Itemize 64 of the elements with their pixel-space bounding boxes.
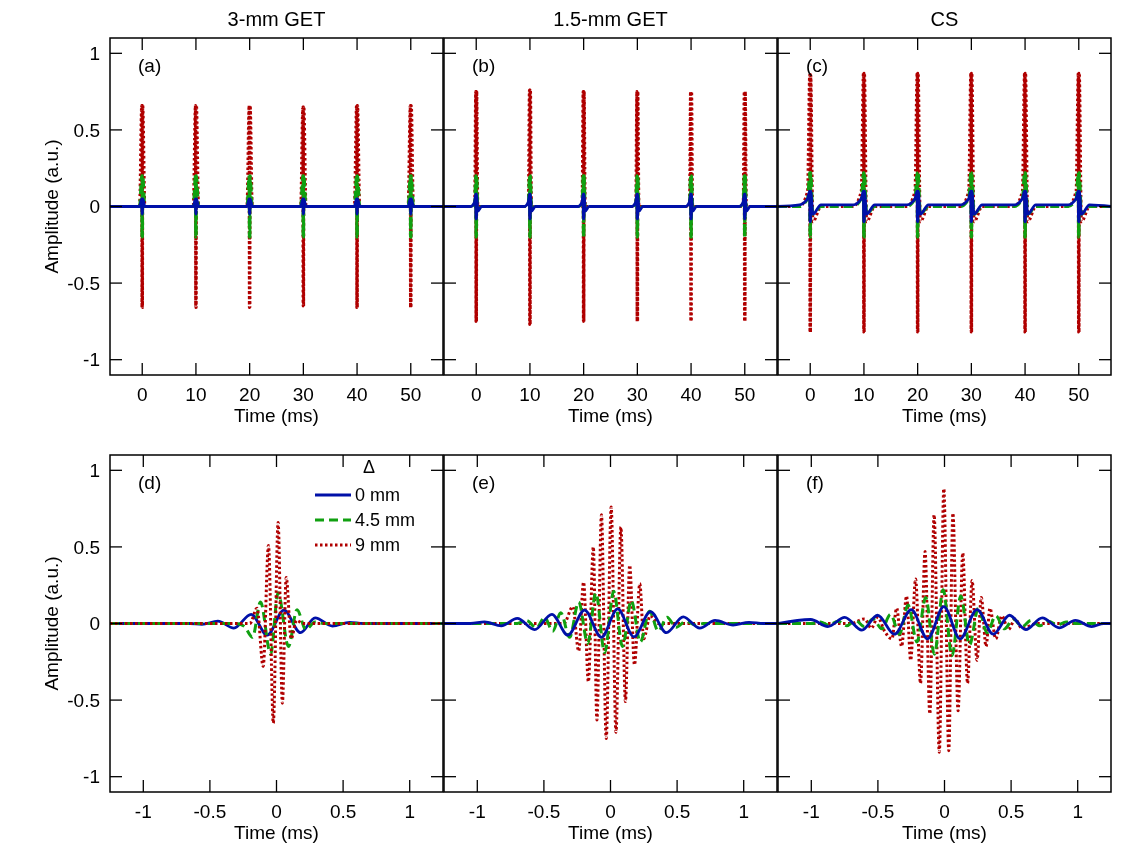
x-tick-label: 1 <box>404 801 415 822</box>
x-tick-label: 50 <box>400 384 422 405</box>
x-tick-label: 0 <box>939 801 950 822</box>
chart-title: CS <box>930 8 959 30</box>
x-tick-label: 10 <box>185 384 207 405</box>
x-tick-label: 40 <box>346 384 368 405</box>
y-tick-label: 0 <box>89 196 100 218</box>
x-tick-label: 0 <box>804 384 816 405</box>
x-tick-label: 0 <box>271 801 282 822</box>
x-tick-label: 0.5 <box>329 801 357 822</box>
x-tick-label: 1 <box>738 801 749 822</box>
legend-label: 0 mm <box>355 485 400 506</box>
x-tick-label: -0.5 <box>861 801 895 822</box>
x-tick-label: 40 <box>680 384 702 405</box>
x-tick-label: 0 <box>136 384 148 405</box>
y-tick-label: 0 <box>89 613 100 635</box>
x-tick-label: 10 <box>853 384 875 405</box>
x-axis-title: Time (ms) <box>234 405 319 426</box>
x-tick-label: -1 <box>134 801 152 822</box>
x-tick-label: -1 <box>802 801 820 822</box>
x-tick-label: 10 <box>519 384 541 405</box>
x-tick-label: 50 <box>734 384 756 405</box>
annotation: (d) <box>138 472 162 493</box>
x-axis-title: Time (ms) <box>902 822 987 843</box>
x-tick-label: -0.5 <box>193 801 227 822</box>
x-axis-title: Time (ms) <box>902 405 987 426</box>
x-tick-label: 40 <box>1014 384 1036 405</box>
x-tick-label: 30 <box>626 384 648 405</box>
x-axis-title: Time (ms) <box>568 822 653 843</box>
x-tick-label: 0.5 <box>663 801 691 822</box>
y-tick-label: 0.5 <box>73 119 100 141</box>
annotation: (f) <box>806 472 824 493</box>
x-tick-label: 0 <box>470 384 482 405</box>
x-tick-label: -0.5 <box>527 801 561 822</box>
annotation: (c) <box>806 55 829 76</box>
annotation: (b) <box>472 55 496 76</box>
chart-title: 1.5-mm GET <box>553 8 668 30</box>
legend-label: 4.5 mm <box>355 510 416 531</box>
y-tick-label: 0.5 <box>73 536 100 558</box>
annotation: (e) <box>472 472 496 493</box>
y-tick-label: -1 <box>83 766 100 788</box>
annotation: (a) <box>138 55 162 76</box>
x-axis-title: Time (ms) <box>568 405 653 426</box>
y-tick-label: -1 <box>83 349 100 371</box>
y-axis-title: Amplitude (a.u.) <box>41 556 62 691</box>
x-tick-label: 30 <box>960 384 982 405</box>
x-tick-label: 1 <box>1072 801 1083 822</box>
x-tick-label: 30 <box>292 384 314 405</box>
legend-label: 9 mm <box>355 535 400 556</box>
x-tick-label: 20 <box>907 384 929 405</box>
x-tick-label: 20 <box>239 384 261 405</box>
chart-title: 3-mm GET <box>227 8 326 30</box>
x-tick-label: 0 <box>605 801 616 822</box>
x-tick-label: 0.5 <box>997 801 1025 822</box>
y-tick-label: -0.5 <box>67 272 100 294</box>
y-tick-label: 1 <box>89 42 100 64</box>
x-axis-title: Time (ms) <box>234 822 319 843</box>
x-tick-label: 50 <box>1068 384 1090 405</box>
y-axis-title: Amplitude (a.u.) <box>41 139 62 274</box>
y-tick-label: -0.5 <box>67 689 100 711</box>
x-tick-label: 20 <box>573 384 595 405</box>
x-tick-label: -1 <box>468 801 486 822</box>
legend-title: Δ <box>363 457 376 477</box>
y-tick-label: 1 <box>89 459 100 481</box>
